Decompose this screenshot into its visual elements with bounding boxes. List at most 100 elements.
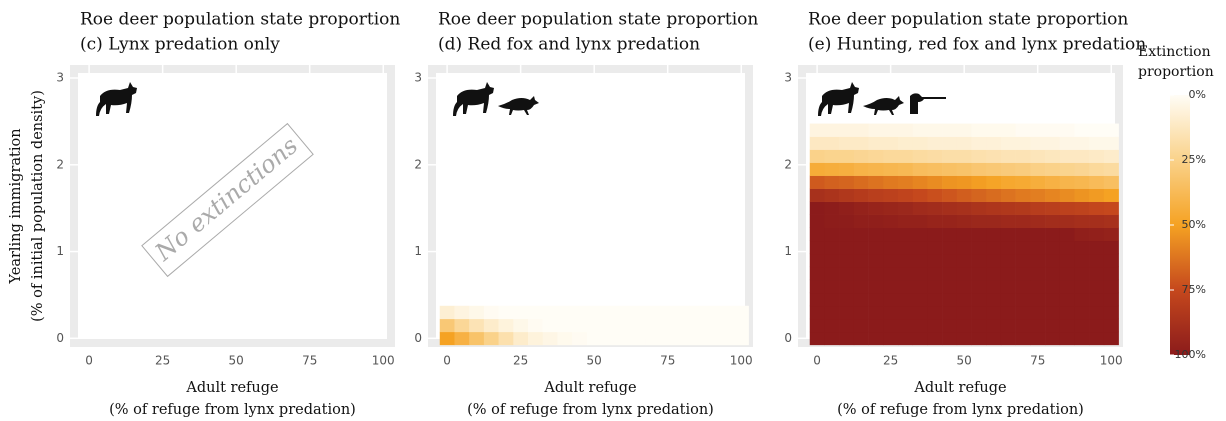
heatmap-cell (1000, 214, 1016, 228)
heatmap-cell (1045, 214, 1061, 228)
heatmap-cell (971, 331, 987, 346)
heatmap-cell (898, 175, 914, 189)
heatmap-cell (809, 162, 825, 176)
heatmap-cell (986, 175, 1002, 189)
heatmap-cell (853, 279, 869, 294)
heatmap-cell (1074, 305, 1090, 320)
heatmap-cell (1045, 162, 1061, 176)
heatmap-cell (528, 331, 544, 346)
heatmap-cell (1074, 240, 1090, 255)
heatmap-cell (498, 331, 514, 346)
heatmap-cell (1089, 162, 1105, 176)
x-tick-label: 50 (229, 354, 244, 368)
heatmap-cell (927, 266, 943, 281)
heatmap-cell (719, 331, 735, 346)
heatmap-cell (927, 162, 943, 176)
title: Roe deer population state proportion (808, 10, 1128, 30)
subtitle: (e) Hunting, red fox and lynx predation (808, 35, 1146, 55)
heatmap-cell (839, 331, 855, 346)
heatmap-cell (956, 162, 972, 176)
heatmap-cell (912, 214, 928, 228)
heatmap-cell (630, 331, 646, 346)
heatmap-cell (971, 201, 987, 215)
heatmap-cell (971, 279, 987, 294)
heatmap-cell (912, 227, 928, 242)
heatmap-cell (927, 227, 943, 242)
heatmap-cell (1030, 292, 1046, 307)
heatmap-cell (1103, 253, 1119, 268)
heatmap-cell (1030, 279, 1046, 294)
heatmap-cell (1015, 123, 1031, 137)
heatmap-cell (986, 123, 1002, 137)
heatmap-cell (1030, 227, 1046, 242)
colorbar-tick-label: 100% (1175, 348, 1206, 361)
heatmap-cell (1000, 253, 1016, 268)
heatmap-cell (513, 331, 529, 346)
x-tick-label: 0 (443, 354, 451, 368)
x-tick-label: 100 (372, 354, 395, 368)
heatmap-cell (1015, 292, 1031, 307)
heatmap-cell (853, 175, 869, 189)
heatmap-cell (1074, 318, 1090, 333)
heatmap-cell (1074, 253, 1090, 268)
heatmap-cell (824, 292, 840, 307)
heatmap-cell (1030, 266, 1046, 281)
plot-area (78, 73, 387, 339)
lynx-icon (96, 82, 137, 116)
heatmap-cell (883, 292, 899, 307)
heatmap-cell (1089, 331, 1105, 346)
heatmap-cell (868, 305, 884, 320)
heatmap-cell (971, 175, 987, 189)
lynx-icon (453, 82, 494, 116)
fox-icon (498, 96, 539, 115)
heatmap-cell (1045, 149, 1061, 163)
heatmap-cell (675, 305, 691, 320)
heatmap-cell (956, 331, 972, 346)
heatmap-cell (927, 188, 943, 202)
heatmap-cell (601, 318, 617, 333)
heatmap-cell (956, 292, 972, 307)
heatmap-cell (986, 214, 1002, 228)
heatmap-cell (1030, 123, 1046, 137)
heatmap-cell (1103, 227, 1119, 242)
heatmap-cell (839, 149, 855, 163)
heatmap-cell (1000, 201, 1016, 215)
heatmap-cell (824, 214, 840, 228)
heatmap-cell (1059, 136, 1075, 150)
x-axis-label: (% of refuge from lynx predation) (109, 402, 356, 418)
heatmap-cell (1059, 188, 1075, 202)
heatmap-cell (883, 266, 899, 281)
heatmap-cell (645, 318, 661, 333)
heatmap-cell (498, 318, 514, 333)
heatmap-cell (956, 136, 972, 150)
heatmap-cell (986, 279, 1002, 294)
heatmap-cell (1103, 162, 1119, 176)
heatmap-cell (1015, 149, 1031, 163)
heatmap-cell (809, 214, 825, 228)
heatmap-cell (971, 292, 987, 307)
heatmap-cell (1074, 201, 1090, 215)
heatmap-cell (1103, 331, 1119, 346)
heatmap-cell (898, 136, 914, 150)
heatmap-cell (824, 253, 840, 268)
heatmap-cell (927, 318, 943, 333)
heatmap-cell (927, 305, 943, 320)
x-tick-label: 100 (1100, 354, 1123, 368)
heatmap-cell (883, 331, 899, 346)
colorbar-title: Extinction proportion (1138, 44, 1214, 80)
heatmap-cell (1000, 331, 1016, 346)
heatmap-cell (883, 318, 899, 333)
heatmap-cell (986, 188, 1002, 202)
heatmap-cell (1074, 123, 1090, 137)
x-axis-label: Adult refuge (543, 380, 636, 396)
heatmap-cell (956, 240, 972, 255)
heatmap-cell (572, 305, 588, 320)
x-tick-label: 0 (813, 354, 821, 368)
heatmap-cell (704, 331, 720, 346)
heatmap-cell (839, 253, 855, 268)
heatmap-cell (912, 266, 928, 281)
heatmap-cell (824, 240, 840, 255)
heatmap-cell (660, 318, 676, 333)
heatmap-cell (1089, 253, 1105, 268)
heatmap-cell (942, 266, 958, 281)
